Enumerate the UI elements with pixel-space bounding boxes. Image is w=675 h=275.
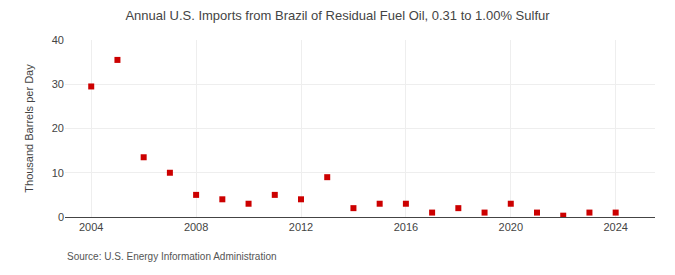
- svg-text:0: 0: [58, 211, 64, 223]
- svg-text:2004: 2004: [79, 221, 103, 233]
- svg-text:2008: 2008: [184, 221, 208, 233]
- svg-text:2012: 2012: [289, 221, 313, 233]
- svg-text:Thousand Barrels per Day: Thousand Barrels per Day: [23, 64, 35, 193]
- svg-text:10: 10: [52, 167, 64, 179]
- svg-text:Annual U.S. Imports from Brazi: Annual U.S. Imports from Brazil of Resid…: [125, 8, 550, 23]
- svg-text:2016: 2016: [394, 221, 418, 233]
- svg-text:40: 40: [52, 34, 64, 46]
- svg-text:2020: 2020: [499, 221, 523, 233]
- svg-text:20: 20: [52, 122, 64, 134]
- svg-text:2024: 2024: [603, 221, 627, 233]
- svg-text:30: 30: [52, 78, 64, 90]
- svg-text:Source: U.S. Energy Informatio: Source: U.S. Energy Information Administ…: [67, 251, 277, 262]
